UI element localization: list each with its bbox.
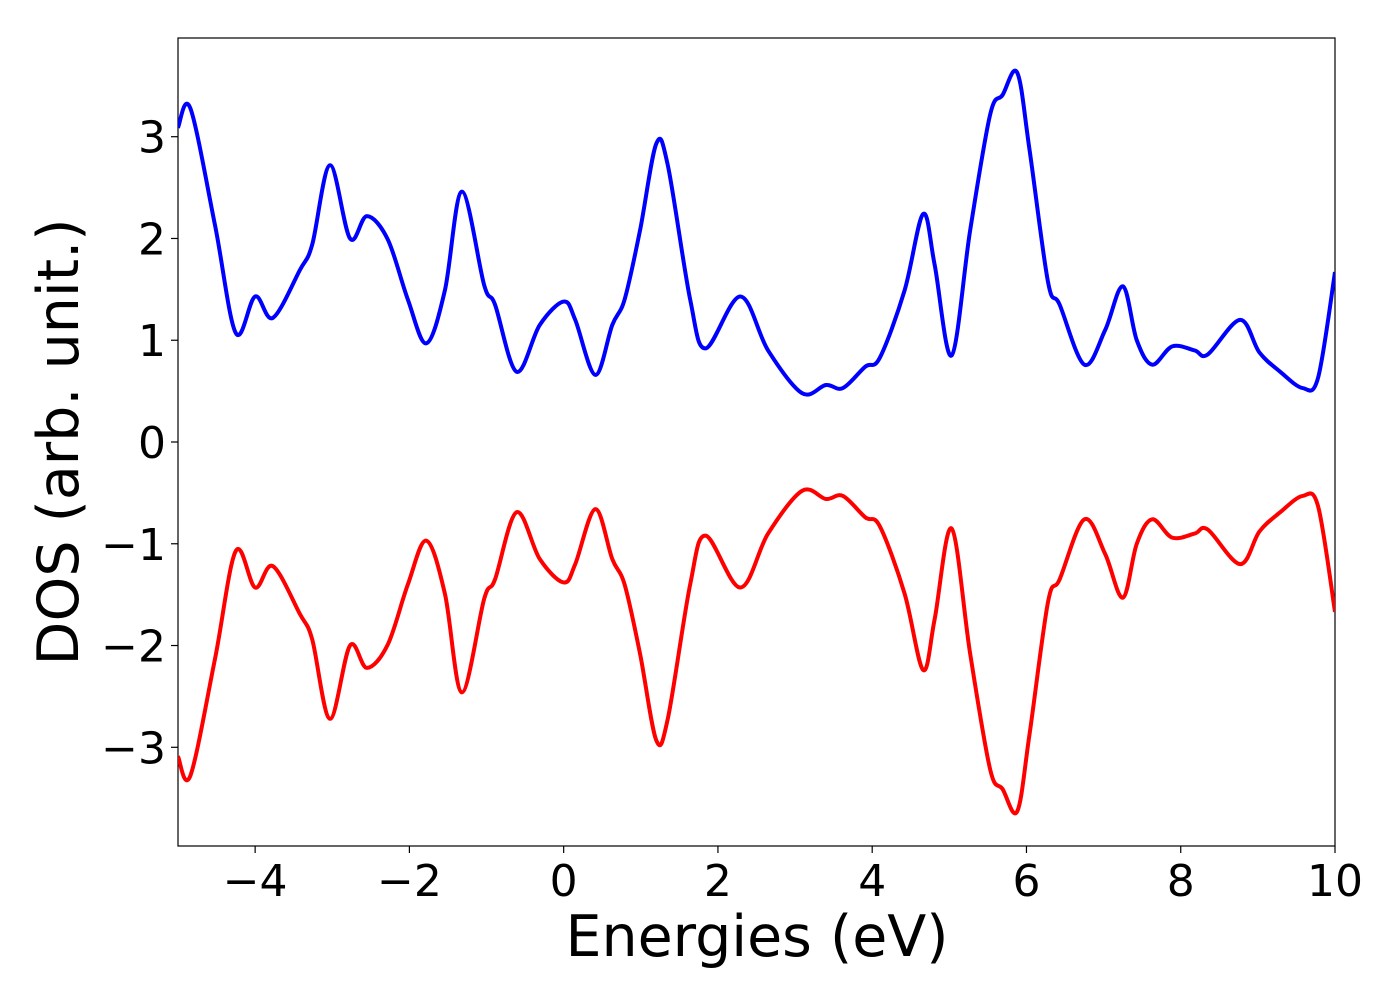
x-axis-label: Energies (eV): [565, 904, 948, 970]
x-tick-label: 8: [1167, 856, 1195, 907]
plot-frame: [177, 37, 1336, 847]
y-tick-label: 1: [138, 316, 166, 367]
x-tick-label: 0: [550, 856, 578, 907]
y-tick-label: 0: [138, 418, 166, 469]
y-tick-label: −2: [101, 622, 166, 673]
dos-line: [178, 68, 1335, 397]
y-axis-label: DOS (arb. unit.): [26, 219, 92, 666]
y-tick-label: −3: [101, 723, 166, 774]
x-tick-label: −4: [223, 856, 288, 907]
x-tick-label: 6: [1012, 856, 1040, 907]
x-tick-label: 2: [704, 856, 732, 907]
y-tick-label: −1: [101, 520, 166, 571]
y-tick-label: 3: [138, 113, 166, 164]
x-tick-label: 10: [1307, 856, 1363, 907]
x-tick-label: −2: [377, 856, 442, 907]
y-tick-label: 2: [138, 214, 166, 265]
dos-line: [178, 487, 1335, 816]
x-tick-label: 4: [858, 856, 886, 907]
